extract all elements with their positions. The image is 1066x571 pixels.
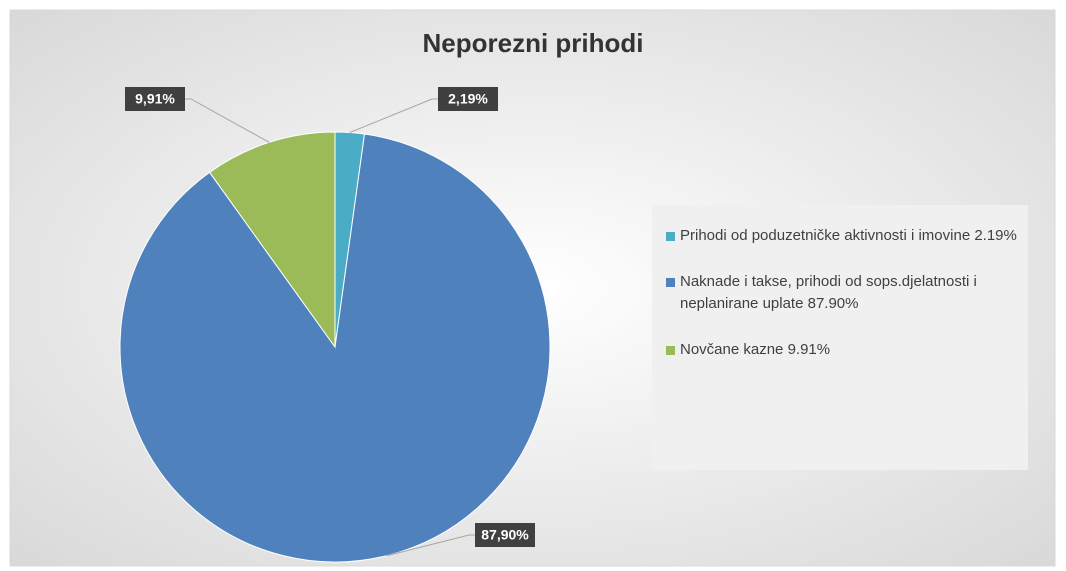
data-label-box bbox=[438, 87, 498, 111]
data-label-box bbox=[125, 87, 185, 111]
leader-line bbox=[386, 534, 475, 557]
legend-entry: Prihodi od poduzetničke aktivnosti i imo… bbox=[666, 225, 1018, 247]
leader-line bbox=[185, 98, 270, 143]
pie-slice bbox=[208, 131, 336, 349]
data-label: 87,90% bbox=[481, 527, 529, 543]
data-label: 9,91% bbox=[135, 91, 175, 107]
chart-title: Neporezni prihodi bbox=[423, 28, 644, 58]
legend-label: Prihodi od poduzetničke aktivnosti i imo… bbox=[680, 227, 1017, 244]
data-label-box bbox=[475, 523, 535, 547]
data-label: 2,19% bbox=[448, 91, 488, 107]
legend-swatch bbox=[666, 346, 675, 355]
legend-label: Naknade i takse, prihodi od sops.djelatn… bbox=[680, 273, 977, 312]
legend-swatch bbox=[666, 278, 675, 287]
legend-swatch bbox=[666, 232, 675, 241]
legend: Prihodi od poduzetničke aktivnosti i imo… bbox=[652, 205, 1028, 470]
legend-entry: Novčane kazne 9.91% bbox=[666, 339, 1018, 361]
legend-entry: Naknade i takse, prihodi od sops.djelatn… bbox=[666, 271, 1018, 315]
leader-line bbox=[349, 98, 438, 133]
legend-label: Novčane kazne 9.91% bbox=[680, 341, 831, 358]
